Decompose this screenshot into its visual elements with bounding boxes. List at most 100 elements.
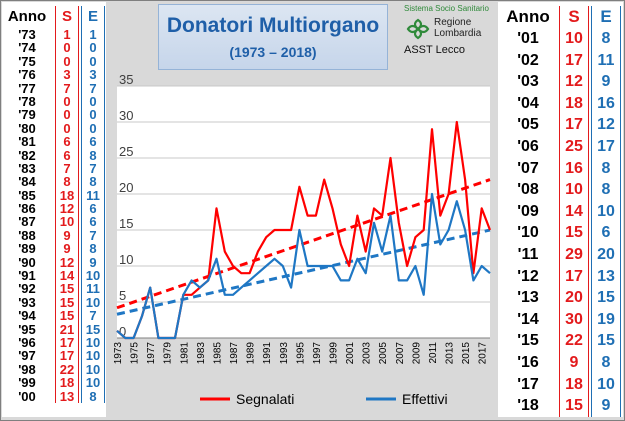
segnalati-cell: 18 [59,375,75,391]
effettivi-cell: 19 [597,310,615,328]
year-cell: '10 [517,224,539,242]
x-tick-label: 1979 [163,342,174,365]
year-cell: '17 [517,375,539,393]
year-cell: '88 [18,227,36,243]
effettivi-cell: 6 [89,134,97,150]
effettivi-cell: 13 [597,267,615,285]
x-tick-label: 1981 [179,342,190,365]
segnalati-cell: 1 [63,27,71,42]
year-cell: '13 [517,289,539,307]
year-cell: '74 [18,40,36,56]
year-cell: '78 [18,93,36,109]
segnalati-cell: 3 [63,67,71,83]
effettivi-cell: 16 [597,94,615,112]
effettivi-cell: 8 [89,147,97,163]
year-cell: '84 [18,174,36,190]
segnalati-cell: 15 [59,308,75,324]
year-cell: '81 [18,134,36,150]
effettivi-cell: 6 [601,224,611,242]
segnalati-cell: 10 [565,181,583,199]
effettivi-cell: 8 [89,388,97,404]
effettivi-cell: 6 [89,201,97,217]
left-table-e-header: E [87,8,98,25]
year-cell: '97 [18,348,36,364]
effettivi-cell: 10 [597,375,615,393]
year-cell: '77 [18,80,36,96]
year-cell: '89 [18,241,36,257]
segnalati-cell: 12 [565,73,583,91]
year-cell: '05 [517,116,539,134]
regione-lombardia-logo: Sistema Socio Sanitario Regione Lombardi… [398,2,498,62]
x-tick-label: 1995 [295,342,306,365]
segnalati-cell: 0 [63,93,71,109]
segnalati-cell: 9 [63,227,71,243]
segnalati-cell: 9 [569,353,579,371]
year-cell: '85 [18,187,36,203]
chart-subtitle: (1973 – 2018) [229,44,317,60]
right-table-s-header: S [568,7,580,26]
x-tick-label: 2009 [411,342,422,365]
x-tick-label: 2017 [478,342,489,365]
year-cell: '76 [18,67,36,83]
effettivi-cell: 1 [89,27,97,42]
effettivi-cell: 6 [89,214,97,230]
segnalati-cell: 6 [63,134,71,150]
year-cell: '03 [517,73,539,91]
y-tick-label: 10 [119,252,133,267]
segnalati-cell: 8 [63,174,71,190]
legend-label-segnalati: Segnalati [236,391,294,407]
left-table-panel [2,2,106,417]
segnalati-cell: 15 [565,397,583,415]
effettivi-cell: 10 [85,268,101,284]
effettivi-cell: 10 [85,294,101,310]
year-cell: '15 [517,332,539,350]
y-tick-label: 5 [119,288,126,303]
year-cell: '95 [18,321,36,337]
x-tick-label: 1993 [279,342,290,365]
right-table-e-column: E 8 11 9 16 12 17 8 8 10 6 20 13 15 19 15 8 10 9 [591,6,621,417]
year-cell: '83 [18,160,36,176]
segnalati-cell: 17 [59,348,75,364]
segnalati-cell: 17 [565,267,583,285]
segnalati-cell: 17 [565,116,583,134]
segnalati-cell: 22 [59,361,75,377]
segnalati-cell: 22 [565,332,583,350]
year-cell: '11 [517,245,539,263]
segnalati-cell: 0 [63,53,71,69]
year-cell: '04 [517,94,539,112]
effettivi-cell: 7 [89,227,97,243]
segnalati-cell: 21 [59,321,75,337]
year-cell: '86 [18,201,36,217]
left-table-s-column: S 1 0 0 3 7 0 0 0 6 6 7 8 18 12 10 9 9 12 14 15 15 15 21 17 17 22… [55,6,79,403]
segnalati-cell: 15 [59,281,75,297]
logo-region-line2: Lombardia [434,28,482,39]
year-cell: '14 [517,310,539,328]
effettivi-cell: 10 [85,348,101,364]
year-cell: '02 [517,51,539,69]
effettivi-cell: 17 [597,137,615,155]
x-tick-label: 1989 [246,342,257,365]
segnalati-cell: 12 [59,201,75,217]
year-cell: '90 [18,254,36,270]
segnalati-cell: 0 [63,107,71,123]
segnalati-cell: 15 [59,294,75,310]
x-tick-label: 1999 [329,342,340,365]
x-tick-label: 2003 [362,342,373,365]
x-tick-label: 1975 [130,342,141,365]
donors-line-chart: 0 5 10 15 20 25 30 35 1973 1975 1977 1979 1981 1983 19… [113,72,492,407]
segnalati-cell: 18 [59,187,75,203]
segnalati-cell: 12 [59,254,75,270]
segnalati-cell: 17 [59,334,75,350]
effettivi-cell: 3 [89,67,97,83]
effettivi-cell: 10 [597,202,615,220]
effettivi-cell: 10 [85,375,101,391]
legend-label-effettivi: Effettivi [402,391,448,407]
segnalati-cell: 0 [63,40,71,56]
y-tick-label: 25 [119,144,133,159]
logo-asst-text: ASST Lecco [404,44,465,56]
effettivi-cell: 9 [601,73,611,91]
effettivi-cell: 0 [89,107,97,123]
chart-title-box: Donatori Multiorgano (1973 – 2018) [158,4,388,70]
left-table-s-header: S [61,8,72,25]
effettivi-cell: 11 [86,281,100,297]
